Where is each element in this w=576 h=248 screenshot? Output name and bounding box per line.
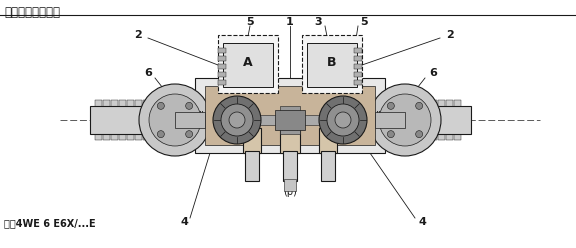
Text: A: A bbox=[248, 173, 256, 183]
Bar bbox=[95, 100, 102, 140]
Bar bbox=[218, 72, 226, 77]
Circle shape bbox=[157, 131, 164, 138]
Bar bbox=[375, 112, 405, 128]
Bar bbox=[284, 179, 296, 191]
Bar bbox=[218, 35, 278, 93]
Bar bbox=[354, 72, 362, 77]
Circle shape bbox=[213, 96, 261, 144]
Text: 1: 1 bbox=[286, 17, 294, 27]
Circle shape bbox=[416, 102, 423, 109]
Bar bbox=[283, 151, 297, 181]
Bar bbox=[280, 106, 300, 134]
Bar bbox=[446, 100, 453, 140]
Bar bbox=[354, 80, 362, 85]
Circle shape bbox=[319, 96, 367, 144]
Circle shape bbox=[229, 112, 245, 128]
Text: B: B bbox=[324, 173, 332, 183]
Bar bbox=[354, 64, 362, 69]
Bar bbox=[237, 115, 343, 125]
Bar bbox=[143, 100, 150, 140]
Bar bbox=[354, 56, 362, 61]
Circle shape bbox=[387, 131, 395, 138]
Circle shape bbox=[149, 94, 201, 146]
Bar bbox=[218, 56, 226, 61]
Bar bbox=[307, 43, 357, 87]
Circle shape bbox=[416, 131, 423, 138]
Bar bbox=[438, 100, 445, 140]
Bar bbox=[195, 78, 385, 153]
Text: "b": "b" bbox=[376, 111, 392, 121]
Bar bbox=[243, 128, 261, 153]
Text: 6: 6 bbox=[144, 68, 152, 78]
Text: A: A bbox=[243, 57, 253, 69]
Text: 2: 2 bbox=[446, 30, 454, 40]
Text: (p): (p) bbox=[283, 187, 297, 197]
Text: 5: 5 bbox=[246, 17, 254, 27]
Circle shape bbox=[139, 84, 211, 156]
Bar bbox=[218, 64, 226, 69]
Text: 2: 2 bbox=[134, 30, 142, 40]
Circle shape bbox=[369, 84, 441, 156]
Circle shape bbox=[221, 104, 253, 136]
Bar bbox=[218, 48, 226, 53]
Bar bbox=[245, 151, 259, 181]
Circle shape bbox=[327, 104, 359, 136]
Bar bbox=[205, 86, 375, 145]
Bar bbox=[103, 100, 110, 140]
Circle shape bbox=[157, 102, 164, 109]
Bar bbox=[454, 100, 461, 140]
Text: T: T bbox=[286, 173, 294, 183]
Text: 3: 3 bbox=[314, 17, 322, 27]
Bar bbox=[175, 112, 205, 128]
Bar bbox=[430, 100, 437, 140]
Bar bbox=[135, 100, 142, 140]
Bar bbox=[406, 100, 413, 140]
Text: B: B bbox=[327, 57, 337, 69]
Circle shape bbox=[185, 102, 192, 109]
Bar bbox=[119, 100, 126, 140]
Bar bbox=[223, 43, 273, 87]
Bar bbox=[319, 128, 337, 153]
Bar bbox=[321, 151, 335, 181]
Bar bbox=[411, 106, 471, 134]
Text: 功能说明，剖视图: 功能说明，剖视图 bbox=[4, 6, 60, 19]
Circle shape bbox=[379, 94, 431, 146]
Text: 4: 4 bbox=[180, 217, 188, 227]
Text: 4: 4 bbox=[418, 217, 426, 227]
Bar bbox=[127, 100, 134, 140]
Bar bbox=[354, 48, 362, 53]
Bar bbox=[302, 35, 362, 93]
Circle shape bbox=[387, 102, 395, 109]
Circle shape bbox=[185, 131, 192, 138]
Text: 6: 6 bbox=[429, 68, 437, 78]
Circle shape bbox=[335, 112, 351, 128]
Text: 5: 5 bbox=[360, 17, 368, 27]
Bar bbox=[90, 106, 150, 134]
Bar bbox=[280, 128, 300, 153]
Bar bbox=[275, 110, 305, 130]
Bar bbox=[111, 100, 118, 140]
Bar bbox=[218, 80, 226, 85]
Text: 型号4WE 6 E6X/...E: 型号4WE 6 E6X/...E bbox=[4, 218, 96, 228]
Bar bbox=[414, 100, 421, 140]
Bar bbox=[422, 100, 429, 140]
Text: "a": "a" bbox=[188, 111, 204, 121]
